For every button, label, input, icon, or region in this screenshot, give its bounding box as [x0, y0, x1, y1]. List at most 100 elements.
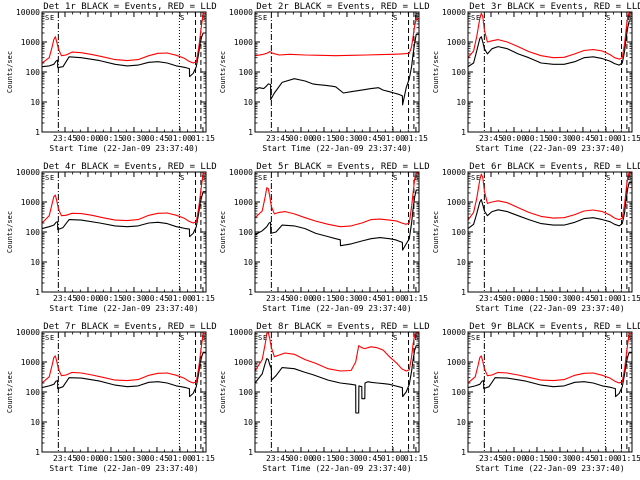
y-tick-label: 100: [239, 388, 254, 397]
corner-mark-start: S: [258, 14, 262, 22]
x-tick-label: 00:30: [335, 454, 359, 463]
y-tick-label: 10: [243, 418, 253, 427]
x-tick-label: 00:30: [548, 294, 572, 303]
x-tick-label: 00:45: [358, 134, 382, 143]
x-tick-label: 23:45: [479, 454, 503, 463]
panel-frame: [467, 171, 633, 293]
corner-mark-start-right: S: [393, 174, 397, 182]
panel-title: Det 5r BLACK = Events, RED = LLD: [256, 162, 429, 172]
y-tick-label: 10: [456, 258, 466, 267]
corner-mark-end-right: E: [201, 334, 205, 342]
x-tick-label: 01:15: [404, 454, 428, 463]
x-tick-label: 01:00: [168, 294, 192, 303]
corner-mark-start: S: [45, 14, 49, 22]
detector-panel-2: Det 2r BLACK = Events, RED = LLD Counts/s…: [219, 2, 430, 153]
x-tick-label: 01:15: [404, 294, 428, 303]
y-tick-label: 10000: [229, 8, 253, 17]
detector-panel-4: Det 4r BLACK = Events, RED = LLD Counts/s…: [6, 162, 217, 313]
x-tick-label: 00:00: [289, 294, 313, 303]
x-tick-label: 00:15: [525, 454, 549, 463]
corner-mark-start-right: S: [393, 14, 397, 22]
y-tick-label: 10: [243, 98, 253, 107]
y-tick-label: 1: [248, 128, 253, 137]
x-tick-label: 01:00: [381, 294, 405, 303]
x-tick-label: 00:45: [571, 134, 595, 143]
y-tick-label: 1: [35, 448, 40, 457]
corner-mark-end-right: E: [201, 14, 205, 22]
x-tick-label: 00:15: [525, 134, 549, 143]
panel-title: Det 3r BLACK = Events, RED = LLD: [469, 2, 640, 12]
panel-title: Det 9r BLACK = Events, RED = LLD: [469, 322, 640, 332]
x-tick-label: 01:00: [594, 454, 618, 463]
panel-title: Det 1r BLACK = Events, RED = LLD: [43, 2, 216, 12]
y-tick-label: 10: [456, 98, 466, 107]
corner-mark-start: S: [258, 334, 262, 342]
x-tick-label: 00:45: [358, 454, 382, 463]
detector-panel-7: Det 7r BLACK = Events, RED = LLD Counts/s…: [6, 322, 217, 473]
corner-mark-end: E: [476, 334, 480, 342]
panel-data: [468, 332, 632, 398]
x-tick-label: 00:30: [122, 134, 146, 143]
x-tick-label: 00:00: [502, 454, 526, 463]
events-series-line: [255, 33, 419, 106]
events-series-line: [468, 181, 632, 230]
panel-frame: [467, 331, 633, 453]
x-tick-label: 01:00: [381, 454, 405, 463]
x-axis-label: Start Time (22-Jan-09 23:37:40): [49, 304, 198, 313]
detector-panel-1: Det 1r BLACK = Events, RED = LLD Counts/s…: [6, 2, 217, 153]
corner-mark-start: S: [258, 174, 262, 182]
events-series-line: [468, 351, 632, 398]
panel-frame: [254, 331, 420, 453]
lld-series-line: [255, 332, 419, 372]
y-tick-label: 1000: [234, 38, 253, 47]
x-tick-label: 01:00: [594, 294, 618, 303]
x-tick-label: 00:30: [335, 294, 359, 303]
corner-mark-end: E: [50, 174, 54, 182]
y-axis-label: Counts/sec: [6, 51, 14, 93]
panel-title: Det 8r BLACK = Events, RED = LLD: [256, 322, 429, 332]
corner-mark-start-right: S: [606, 14, 610, 22]
x-tick-label: 00:30: [548, 454, 572, 463]
panel-data: [255, 332, 419, 414]
y-tick-label: 100: [452, 68, 467, 77]
lld-series-line: [468, 332, 632, 384]
corner-mark-start: S: [471, 14, 475, 22]
panel-data: [42, 332, 206, 398]
y-tick-label: 1000: [21, 358, 40, 367]
y-tick-label: 100: [239, 228, 254, 237]
events-series-line: [42, 351, 206, 398]
x-tick-label: 23:45: [53, 454, 77, 463]
events-series-line: [255, 189, 419, 251]
x-axis-label: Start Time (22-Jan-09 23:37:40): [262, 144, 411, 153]
x-tick-label: 01:15: [191, 134, 215, 143]
x-tick-label: 00:30: [335, 134, 359, 143]
y-tick-label: 10: [456, 418, 466, 427]
events-series-line: [42, 32, 206, 78]
y-tick-label: 10: [243, 258, 253, 267]
panel-data: [42, 12, 206, 78]
corner-mark-start-right: S: [393, 334, 397, 342]
y-tick-label: 1: [248, 288, 253, 297]
panel-frame: [254, 11, 420, 133]
x-tick-label: 00:00: [289, 134, 313, 143]
x-tick-label: 00:30: [122, 454, 146, 463]
corner-mark-start: S: [45, 174, 49, 182]
corner-mark-start: S: [45, 334, 49, 342]
y-tick-label: 10000: [16, 328, 40, 337]
panel-title: Det 7r BLACK = Events, RED = LLD: [43, 322, 216, 332]
x-axis-label: Start Time (22-Jan-09 23:37:40): [49, 464, 198, 473]
x-tick-label: 01:15: [617, 134, 640, 143]
x-tick-label: 01:00: [594, 134, 618, 143]
corner-mark-end-right: E: [627, 334, 631, 342]
y-axis-label: Counts/sec: [432, 51, 440, 93]
y-axis-label: Counts/sec: [219, 51, 227, 93]
y-tick-label: 10: [30, 418, 40, 427]
corner-mark-end: E: [476, 14, 480, 22]
corner-mark-end-right: E: [627, 14, 631, 22]
y-tick-label: 1000: [21, 38, 40, 47]
corner-mark-end-right: E: [201, 174, 205, 182]
panel-data: [255, 18, 419, 106]
x-axis-label: Start Time (22-Jan-09 23:37:40): [262, 304, 411, 313]
y-tick-label: 100: [26, 388, 41, 397]
